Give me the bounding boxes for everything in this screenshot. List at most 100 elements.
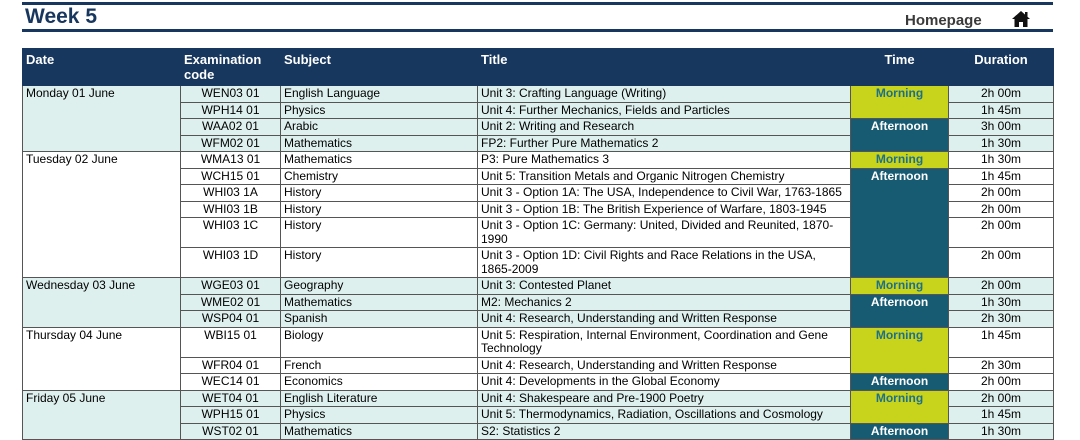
subject-cell: History (280, 200, 478, 218)
date-cell: Wednesday 03 June (22, 277, 181, 328)
title-cell: Unit 3 - Option 1A: The USA, Independenc… (477, 184, 851, 202)
column-header: Title (477, 48, 851, 86)
title-cell: Unit 3 - Option 1B: The British Experien… (477, 200, 851, 218)
exam-row: Wednesday 03 June WGE03 01 Geography Unit 3… (22, 277, 1054, 328)
subject-cell: History (280, 184, 478, 202)
duration-cell: 2h 00m (948, 389, 1054, 407)
title-cell: Unit 3: Crafting Language (Writing) (477, 85, 851, 103)
time-cell: Morning (850, 389, 949, 424)
duration-cell: 1h 45m (948, 326, 1054, 358)
home-icon[interactable] (1011, 10, 1031, 28)
date-cell: Friday 05 June (22, 389, 181, 440)
subject-cell: French (280, 356, 478, 374)
subject-cell: Biology (280, 326, 478, 358)
column-header: Time (850, 48, 949, 86)
title-cell: M2: Mechanics 2 (477, 293, 851, 311)
duration-cell: 1h 30m (948, 134, 1054, 152)
title-cell: Unit 5: Transition Metals and Organic Ni… (477, 167, 851, 185)
duration-cell: 1h 30m (948, 422, 1054, 440)
subject-cell: English Literature (280, 389, 478, 407)
title-cell: Unit 4: Shakespeare and Pre-1900 Poetry (477, 389, 851, 407)
exam-row: WFR04 01 French Unit 4: Research, Understa… (23, 356, 1054, 374)
duration-cell: 1h 45m (948, 101, 1054, 119)
title-cell: Unit 2: Writing and Research (477, 118, 851, 136)
code-cell: WAA02 01 (180, 118, 281, 136)
date-cell: Tuesday 02 June (22, 151, 181, 278)
title-cell: Unit 5: Respiration, Internal Environmen… (477, 326, 851, 358)
duration-cell: 2h 00m (948, 217, 1054, 248)
exam-row: Tuesday 02 June WMA13 01 Mathematics P3: Pu… (22, 151, 1054, 278)
exam-row: Thursday 04 June WBI15 01 Biology Unit 5: R… (22, 326, 1054, 391)
code-cell: WPH15 01 (180, 406, 281, 424)
title-cell: Unit 4: Developments in the Global Econo… (477, 373, 851, 391)
duration-cell: 2h 30m (948, 310, 1054, 328)
time-cell: Morning (850, 151, 949, 169)
time-cell: Afternoon (850, 167, 949, 278)
code-cell: WHI03 1C (180, 217, 281, 248)
title-cell: Unit 3 - Option 1C: Germany: United, Div… (477, 217, 851, 248)
subject-cell: Mathematics (280, 134, 478, 152)
duration-cell: 2h 00m (948, 184, 1054, 202)
code-cell: WBI15 01 (180, 326, 281, 358)
column-header: Subject (280, 48, 478, 86)
time-cell: Afternoon (850, 118, 949, 152)
subject-cell: Spanish (280, 310, 478, 328)
exam-row: WSP04 01 Spanish Unit 4: Research, Underst… (23, 310, 1054, 328)
subject-cell: Geography (280, 277, 478, 295)
subject-cell: Mathematics (280, 422, 478, 440)
bottom-rule (22, 29, 1053, 32)
code-cell: WGE03 01 (180, 277, 281, 295)
top-rule (22, 2, 1053, 5)
duration-cell: 1h 45m (948, 406, 1054, 424)
table-body: Monday 01 June WEN03 01 English Language Un… (22, 85, 1054, 440)
code-cell: WEN03 01 (180, 85, 281, 103)
date-cell: Monday 01 June (22, 85, 181, 152)
title-cell: Unit 4: Research, Understanding and Writ… (477, 310, 851, 328)
exam-row: Friday 05 June WET04 01 English Literature… (22, 389, 1054, 440)
title-cell: Unit 3 - Option 1D: Civil Rights and Rac… (477, 247, 851, 278)
code-cell: WST02 01 (180, 422, 281, 440)
homepage-link[interactable]: Homepage (905, 12, 982, 29)
code-cell: WCH15 01 (180, 167, 281, 185)
subject-cell: Physics (280, 406, 478, 424)
exam-row: WCH15 01 Chemistry Unit 5: Transition Meta… (23, 167, 1054, 278)
code-cell: WHI03 1D (180, 247, 281, 278)
subject-cell: Arabic (280, 118, 478, 136)
code-cell: WMA13 01 (180, 151, 281, 169)
exam-row: WST02 01 Mathematics S2: Statistics 2 After… (23, 422, 1054, 440)
exam-row: WME02 01 Mathematics M2: Mechanics 2 Aftern… (23, 293, 1054, 328)
time-cell: Morning (850, 326, 949, 374)
title-cell: P3: Pure Mathematics 3 (477, 151, 851, 169)
column-header: Date (22, 48, 181, 86)
subject-cell: Chemistry (280, 167, 478, 185)
time-cell: Morning (850, 277, 949, 295)
subject-cell: English Language (280, 85, 478, 103)
column-header: Examination code (180, 48, 281, 86)
code-cell: WFR04 01 (180, 356, 281, 374)
duration-cell: 2h 00m (948, 277, 1054, 295)
exam-row: Monday 01 June WEN03 01 English Language Un… (22, 85, 1054, 152)
code-cell: WHI03 1A (180, 184, 281, 202)
subject-cell: History (280, 217, 478, 248)
exam-row: WPH14 01 Physics Unit 4: Further Mechanics… (23, 101, 1054, 119)
code-cell: WHI03 1B (180, 200, 281, 218)
duration-cell: 2h 00m (948, 200, 1054, 218)
code-cell: WFM02 01 (180, 134, 281, 152)
title-cell: FP2: Further Pure Mathematics 2 (477, 134, 851, 152)
duration-cell: 2h 00m (948, 247, 1054, 278)
exam-row: WHI03 1A History Unit 3 - Option 1A: The U… (23, 184, 1054, 202)
time-cell: Morning (850, 85, 949, 119)
title-cell: Unit 4: Research, Understanding and Writ… (477, 356, 851, 374)
subject-cell: Mathematics (280, 151, 478, 169)
duration-cell: 1h 30m (948, 151, 1054, 169)
title-cell: S2: Statistics 2 (477, 422, 851, 440)
column-header: Duration (948, 48, 1054, 86)
exam-row: WHI03 1D History Unit 3 - Option 1D: Civil… (23, 247, 1054, 278)
duration-cell: 3h 00m (948, 118, 1054, 136)
code-cell: WET04 01 (180, 389, 281, 407)
code-cell: WPH14 01 (180, 101, 281, 119)
time-cell: Afternoon (850, 293, 949, 328)
exam-timetable: Date Examination code Subject Title Time Dura… (22, 48, 1054, 440)
header-row: Date Examination code Subject Title Time Dura… (22, 48, 1054, 86)
exam-row: WAA02 01 Arabic Unit 2: Writing and Resear… (23, 118, 1054, 152)
